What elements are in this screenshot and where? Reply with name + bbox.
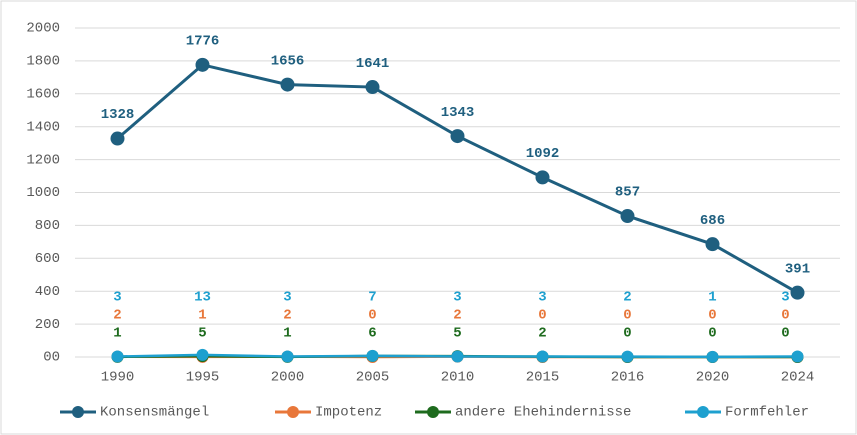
point	[450, 129, 465, 144]
data-label: 686	[700, 213, 725, 229]
data-label: 7	[368, 290, 376, 306]
data-label: 0	[368, 308, 376, 324]
x-tick-label: 2020	[696, 370, 730, 386]
x-tick-label: 1995	[186, 370, 220, 386]
x-tick-label: 2005	[356, 370, 390, 386]
x-tick-label: 2024	[781, 370, 815, 386]
data-label: 3	[113, 290, 121, 306]
point	[706, 350, 719, 363]
y-tick-label: 1000	[26, 185, 60, 201]
point	[791, 350, 804, 363]
data-label: 3	[781, 290, 789, 306]
data-label: 0	[781, 308, 789, 324]
data-label: 0	[623, 326, 631, 342]
legend-marker	[697, 406, 709, 418]
data-label: 0	[708, 308, 716, 324]
y-tick-label: 2000	[26, 21, 60, 37]
point	[790, 285, 805, 300]
x-tick-label: 1990	[101, 370, 135, 386]
y-tick-label: 1800	[26, 54, 60, 70]
point	[110, 131, 125, 146]
point	[620, 209, 635, 224]
data-label: 5	[198, 326, 206, 342]
x-tick-label: 2000	[271, 370, 305, 386]
data-label: 2	[453, 308, 461, 324]
data-label: 1092	[526, 146, 560, 162]
data-label: 5	[453, 326, 461, 342]
y-tick-label: 400	[35, 284, 60, 300]
legend-label: Konsensmängel	[100, 405, 209, 421]
data-label: 2	[538, 326, 546, 342]
point	[536, 350, 549, 363]
y-tick-label: 00	[43, 350, 60, 366]
point	[280, 77, 295, 92]
y-tick-label: 800	[35, 218, 60, 234]
y-tick-label: 200	[35, 317, 60, 333]
data-label: 1	[283, 326, 291, 342]
data-label: 857	[615, 185, 640, 201]
data-label: 3	[453, 290, 461, 306]
data-label: 1	[198, 308, 206, 324]
data-label: 3	[538, 290, 546, 306]
point	[535, 170, 550, 185]
legend-marker	[287, 406, 299, 418]
point	[451, 350, 464, 363]
data-label: 3	[283, 290, 291, 306]
data-label: 6	[368, 326, 376, 342]
point	[705, 237, 720, 252]
data-label: 0	[623, 308, 631, 324]
x-tick-label: 2015	[526, 370, 560, 386]
data-label: 391	[785, 261, 810, 277]
data-label: 2	[623, 290, 631, 306]
x-tick-label: 2016	[611, 370, 645, 386]
point	[366, 349, 379, 362]
point	[111, 350, 124, 363]
y-tick-label: 1400	[26, 119, 60, 135]
legend-label: Formfehler	[725, 405, 809, 421]
point	[196, 348, 209, 361]
legend-marker	[72, 406, 84, 418]
data-label: 2	[283, 308, 291, 324]
legend-marker	[427, 406, 439, 418]
data-label: 1343	[441, 105, 475, 121]
data-label: 1	[708, 290, 716, 306]
y-tick-label: 1600	[26, 87, 60, 103]
x-tick-label: 2010	[441, 370, 475, 386]
point	[195, 57, 210, 72]
data-label: 1776	[186, 34, 220, 50]
legend-label: Impotenz	[315, 405, 382, 421]
point	[621, 350, 634, 363]
y-tick-label: 600	[35, 251, 60, 267]
data-label: 13	[194, 290, 211, 306]
data-label: 0	[781, 326, 789, 342]
data-label: 1328	[101, 107, 135, 123]
data-label: 1641	[356, 56, 390, 72]
data-label: 0	[708, 326, 716, 342]
legend-label: andere Ehehindernisse	[455, 405, 631, 421]
point	[281, 350, 294, 363]
data-label: 1656	[271, 53, 305, 69]
data-label: 2	[113, 308, 121, 324]
y-tick-label: 1200	[26, 152, 60, 168]
point	[365, 80, 380, 95]
data-label: 1	[113, 326, 121, 342]
data-label: 0	[538, 308, 546, 324]
